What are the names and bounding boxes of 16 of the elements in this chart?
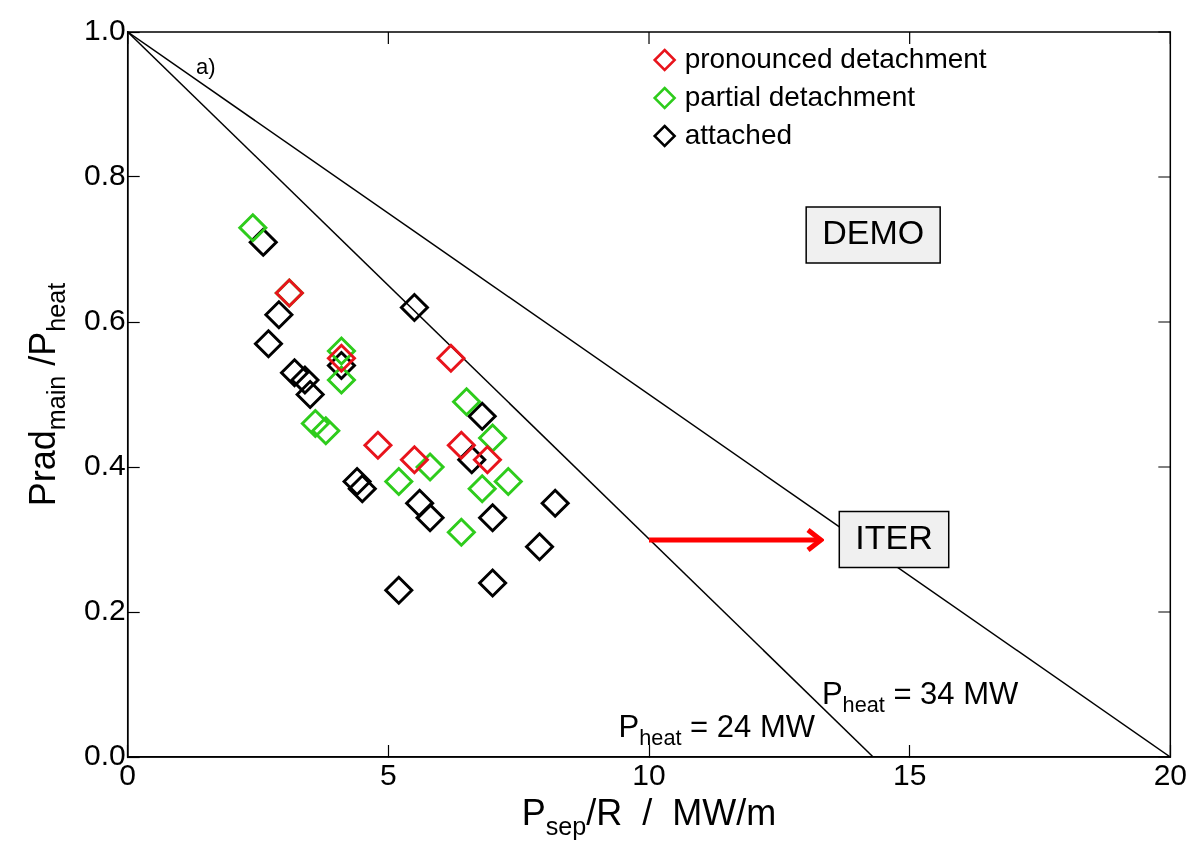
x-tick-label: 10 <box>632 758 666 792</box>
y-axis-title: Pradmain /Pheat <box>21 282 70 507</box>
legend-label: pronounced detachment <box>684 42 987 74</box>
y-tick-label: 0.6 <box>83 303 126 337</box>
annotation: a) <box>196 54 216 80</box>
x-tick-label: 20 <box>1153 758 1187 792</box>
annotation: DEMO <box>822 213 925 252</box>
y-tick-label: 0.8 <box>83 158 126 192</box>
legend-label: attached <box>684 118 793 150</box>
x-tick-label: 5 <box>380 758 397 792</box>
x-tick-label: 15 <box>892 758 927 792</box>
y-tick-label: 0.4 <box>83 448 126 482</box>
legend-label: partial detachment <box>684 80 916 112</box>
y-tick-label: 1.0 <box>83 13 126 47</box>
y-tick-label: 0.2 <box>83 593 126 627</box>
annotation: ITER <box>855 517 933 556</box>
